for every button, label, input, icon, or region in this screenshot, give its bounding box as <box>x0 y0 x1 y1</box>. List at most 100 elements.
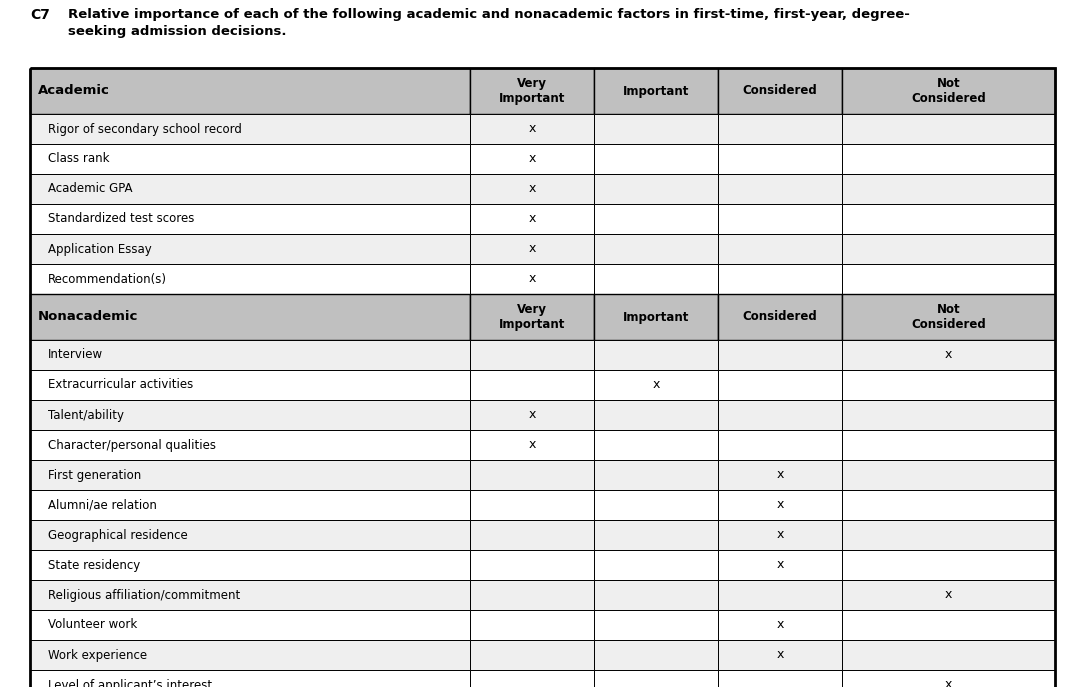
Bar <box>470 640 594 670</box>
Bar <box>470 114 594 144</box>
Text: State residency: State residency <box>48 559 140 572</box>
Bar <box>30 670 470 687</box>
Bar <box>30 490 470 520</box>
Bar <box>842 294 1055 340</box>
Text: Important: Important <box>623 85 689 98</box>
Text: Work experience: Work experience <box>48 649 147 662</box>
Bar <box>594 400 718 430</box>
Text: Nonacademic: Nonacademic <box>38 311 138 324</box>
Bar <box>718 490 842 520</box>
Text: x: x <box>945 589 953 602</box>
Bar <box>30 610 470 640</box>
Bar <box>470 144 594 174</box>
Text: x: x <box>777 499 784 512</box>
Bar <box>470 400 594 430</box>
Text: x: x <box>777 618 784 631</box>
Bar <box>718 580 842 610</box>
Bar <box>842 114 1055 144</box>
Bar <box>594 234 718 264</box>
Text: C7: C7 <box>30 8 50 22</box>
Bar <box>842 68 1055 114</box>
Bar <box>30 460 470 490</box>
Bar <box>842 204 1055 234</box>
Bar <box>594 430 718 460</box>
Bar <box>594 610 718 640</box>
Text: Class rank: Class rank <box>48 153 109 166</box>
Text: x: x <box>945 348 953 361</box>
Text: Alumni/ae relation: Alumni/ae relation <box>48 499 157 512</box>
Text: Religious affiliation/commitment: Religious affiliation/commitment <box>48 589 240 602</box>
Bar <box>594 68 718 114</box>
Bar <box>718 520 842 550</box>
Bar <box>470 234 594 264</box>
Bar <box>842 340 1055 370</box>
Bar <box>594 490 718 520</box>
Bar <box>30 174 470 204</box>
Text: Recommendation(s): Recommendation(s) <box>48 273 167 286</box>
Bar <box>30 144 470 174</box>
Bar <box>842 520 1055 550</box>
Text: Academic: Academic <box>38 85 110 98</box>
Bar <box>842 640 1055 670</box>
Bar <box>470 294 594 340</box>
Text: Considered: Considered <box>743 311 818 324</box>
Bar <box>30 640 470 670</box>
Bar <box>594 640 718 670</box>
Bar <box>30 234 470 264</box>
Text: Standardized test scores: Standardized test scores <box>48 212 194 225</box>
Bar <box>30 370 470 400</box>
Bar <box>30 400 470 430</box>
Bar <box>470 174 594 204</box>
Bar <box>842 580 1055 610</box>
Text: x: x <box>528 212 536 225</box>
Bar <box>842 174 1055 204</box>
Bar <box>30 68 470 114</box>
Text: Very
Important: Very Important <box>499 303 565 331</box>
Bar <box>594 174 718 204</box>
Bar <box>718 370 842 400</box>
Bar <box>842 670 1055 687</box>
Bar <box>594 460 718 490</box>
Bar <box>594 114 718 144</box>
Bar <box>594 144 718 174</box>
Bar <box>718 204 842 234</box>
Bar <box>594 550 718 580</box>
Text: Volunteer work: Volunteer work <box>48 618 137 631</box>
Text: x: x <box>528 273 536 286</box>
Text: x: x <box>652 379 660 392</box>
Bar <box>718 400 842 430</box>
Bar <box>470 460 594 490</box>
Text: x: x <box>528 153 536 166</box>
Text: x: x <box>945 679 953 687</box>
Bar <box>30 294 470 340</box>
Bar <box>470 264 594 294</box>
Bar <box>718 550 842 580</box>
Bar <box>718 68 842 114</box>
Text: First generation: First generation <box>48 469 141 482</box>
Bar <box>718 114 842 144</box>
Bar <box>842 400 1055 430</box>
Bar <box>594 670 718 687</box>
Text: Extracurricular activities: Extracurricular activities <box>48 379 193 392</box>
Bar <box>470 610 594 640</box>
Text: x: x <box>777 649 784 662</box>
Text: Considered: Considered <box>743 85 818 98</box>
Bar <box>470 430 594 460</box>
Bar <box>718 340 842 370</box>
Text: Interview: Interview <box>48 348 103 361</box>
Bar <box>470 340 594 370</box>
Bar <box>30 264 470 294</box>
Text: Relative importance of each of the following academic and nonacademic factors in: Relative importance of each of the follo… <box>68 8 909 38</box>
Text: Level of applicant’s interest: Level of applicant’s interest <box>48 679 212 687</box>
Text: x: x <box>777 469 784 482</box>
Bar <box>470 670 594 687</box>
Bar <box>718 460 842 490</box>
Bar <box>718 234 842 264</box>
Bar <box>842 490 1055 520</box>
Bar <box>718 640 842 670</box>
Text: Very
Important: Very Important <box>499 77 565 105</box>
Bar <box>842 550 1055 580</box>
Text: x: x <box>528 183 536 196</box>
Text: Important: Important <box>623 311 689 324</box>
Text: x: x <box>528 122 536 135</box>
